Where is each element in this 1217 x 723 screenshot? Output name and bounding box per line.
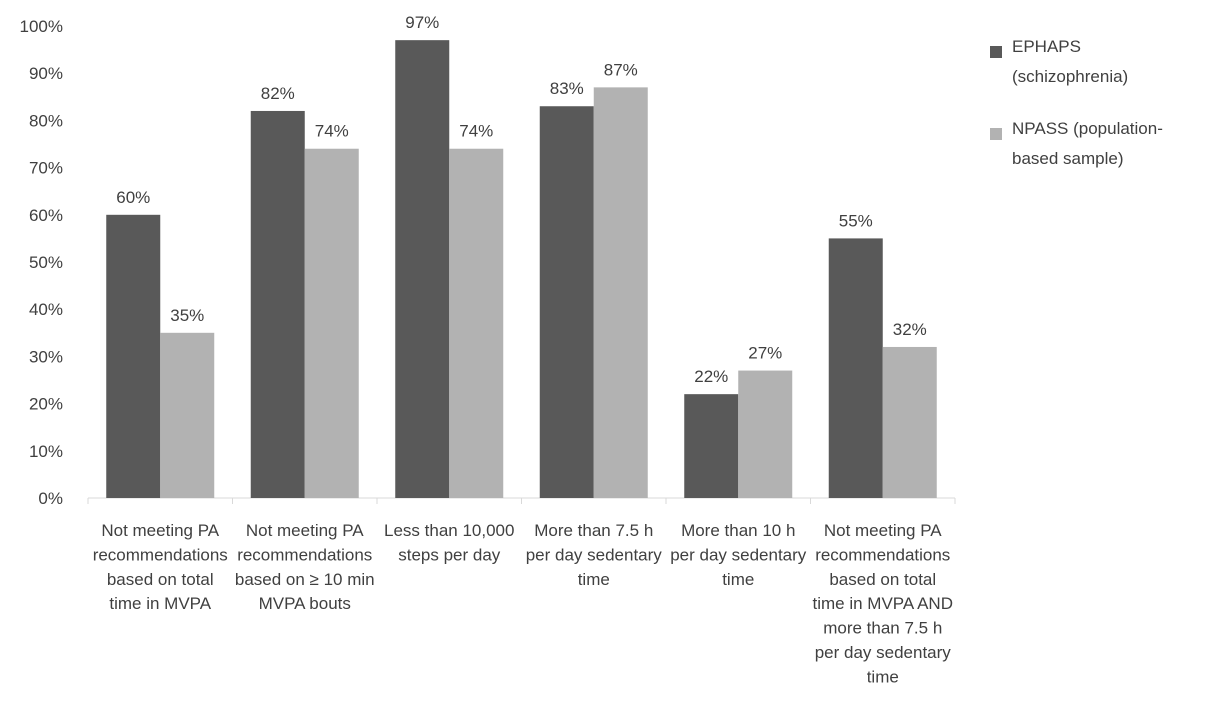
bar-npass [593,87,648,499]
data-label: 35% [170,306,204,325]
y-tick-label: 10% [29,442,63,461]
bar-ephaps [395,40,450,498]
data-label: 60% [116,188,150,207]
y-tick-label: 30% [29,347,63,366]
x-category-label: Not meeting PA recommendations based on to… [93,521,228,613]
data-label: 87% [604,60,638,79]
bar-npass [160,332,215,498]
bar-npass [882,346,937,498]
bar-ephaps [250,110,305,499]
y-tick-label: 80% [29,111,63,130]
x-category-label: Not meeting PA recommendations based on ≥ … [235,521,375,613]
bar-ephaps [106,214,161,499]
bar-npass [449,148,504,498]
data-label: 22% [694,367,728,386]
data-label: 74% [315,122,349,141]
x-category-label: More than 10 h per day sedentary time [670,521,807,589]
legend-label: NPASS (population-based sample) [1012,119,1163,168]
x-category-label: More than 7.5 h per day sedentary time [526,521,663,589]
y-tick-label: 50% [29,253,63,272]
data-label: 82% [261,84,295,103]
data-label: 32% [893,320,927,339]
legend-label: EPHAPS (schizophrenia) [1012,37,1128,86]
y-tick-label: 40% [29,300,63,319]
y-tick-label: 90% [29,64,63,83]
y-tick-label: 0% [38,489,63,508]
data-label: 27% [748,344,782,363]
legend-swatch [990,128,1002,140]
data-label: 74% [459,122,493,141]
data-label: 97% [405,13,439,32]
y-tick-label: 70% [29,159,63,178]
bar-ephaps [828,238,883,498]
data-label: 83% [550,79,584,98]
x-category-label: Less than 10,000 steps per day [384,521,514,564]
data-label: 55% [839,211,873,230]
bar-ephaps [684,394,739,498]
y-tick-label: 60% [29,206,63,225]
x-category-label: Not meeting PA recommendations based on to… [813,521,953,686]
bar-npass [304,148,359,498]
legend-swatch [990,46,1002,58]
y-tick-label: 20% [29,395,63,414]
bar-npass [738,370,793,498]
bar-ephaps [539,106,594,499]
y-tick-label: 100% [20,17,63,36]
